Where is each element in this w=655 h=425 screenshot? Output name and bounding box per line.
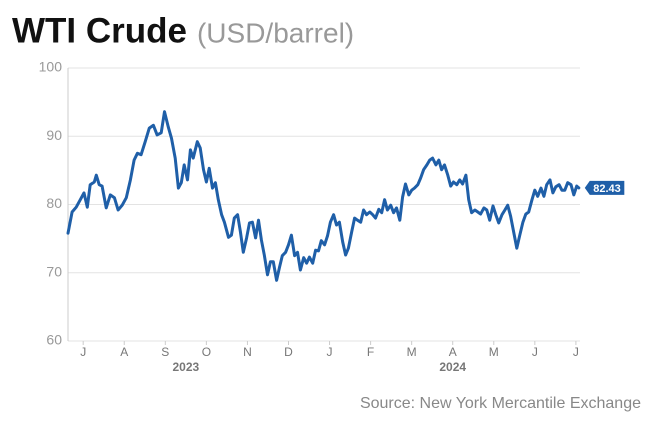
chart-title: WTI Crude bbox=[12, 11, 187, 50]
x-tick-label: M bbox=[489, 345, 499, 359]
year-label: 2024 bbox=[439, 360, 466, 374]
x-tick-label: J bbox=[573, 345, 579, 359]
line bbox=[66, 110, 581, 282]
y-tick-label: 80 bbox=[46, 195, 62, 211]
x-tick-label: S bbox=[161, 345, 169, 359]
x-tick-label: J bbox=[80, 345, 86, 359]
end-label-text: 82.43 bbox=[593, 183, 621, 195]
chart-subtitle: (USD/barrel) bbox=[197, 17, 354, 48]
x-tick-label: O bbox=[202, 345, 211, 359]
x-tick-label: F bbox=[367, 345, 374, 359]
end-label: 82.43 bbox=[584, 180, 625, 195]
y-tick-label: 100 bbox=[39, 59, 63, 75]
y-tick-label: 60 bbox=[46, 332, 62, 348]
y-tick-label: 70 bbox=[46, 263, 62, 279]
year-label: 2023 bbox=[172, 360, 199, 374]
x-tick-label: M bbox=[407, 345, 417, 359]
x-tick-label: J bbox=[327, 345, 333, 359]
x-tick-label: N bbox=[243, 345, 252, 359]
end-label-flag bbox=[584, 180, 625, 195]
y-tick-label: 90 bbox=[46, 127, 62, 143]
x-tick-label: A bbox=[449, 345, 457, 359]
x-tick-label: A bbox=[120, 345, 128, 359]
x-tick-label: D bbox=[284, 345, 293, 359]
source: Source: New York Mercantile Exchange bbox=[360, 395, 641, 412]
x-tick-label: J bbox=[532, 345, 538, 359]
